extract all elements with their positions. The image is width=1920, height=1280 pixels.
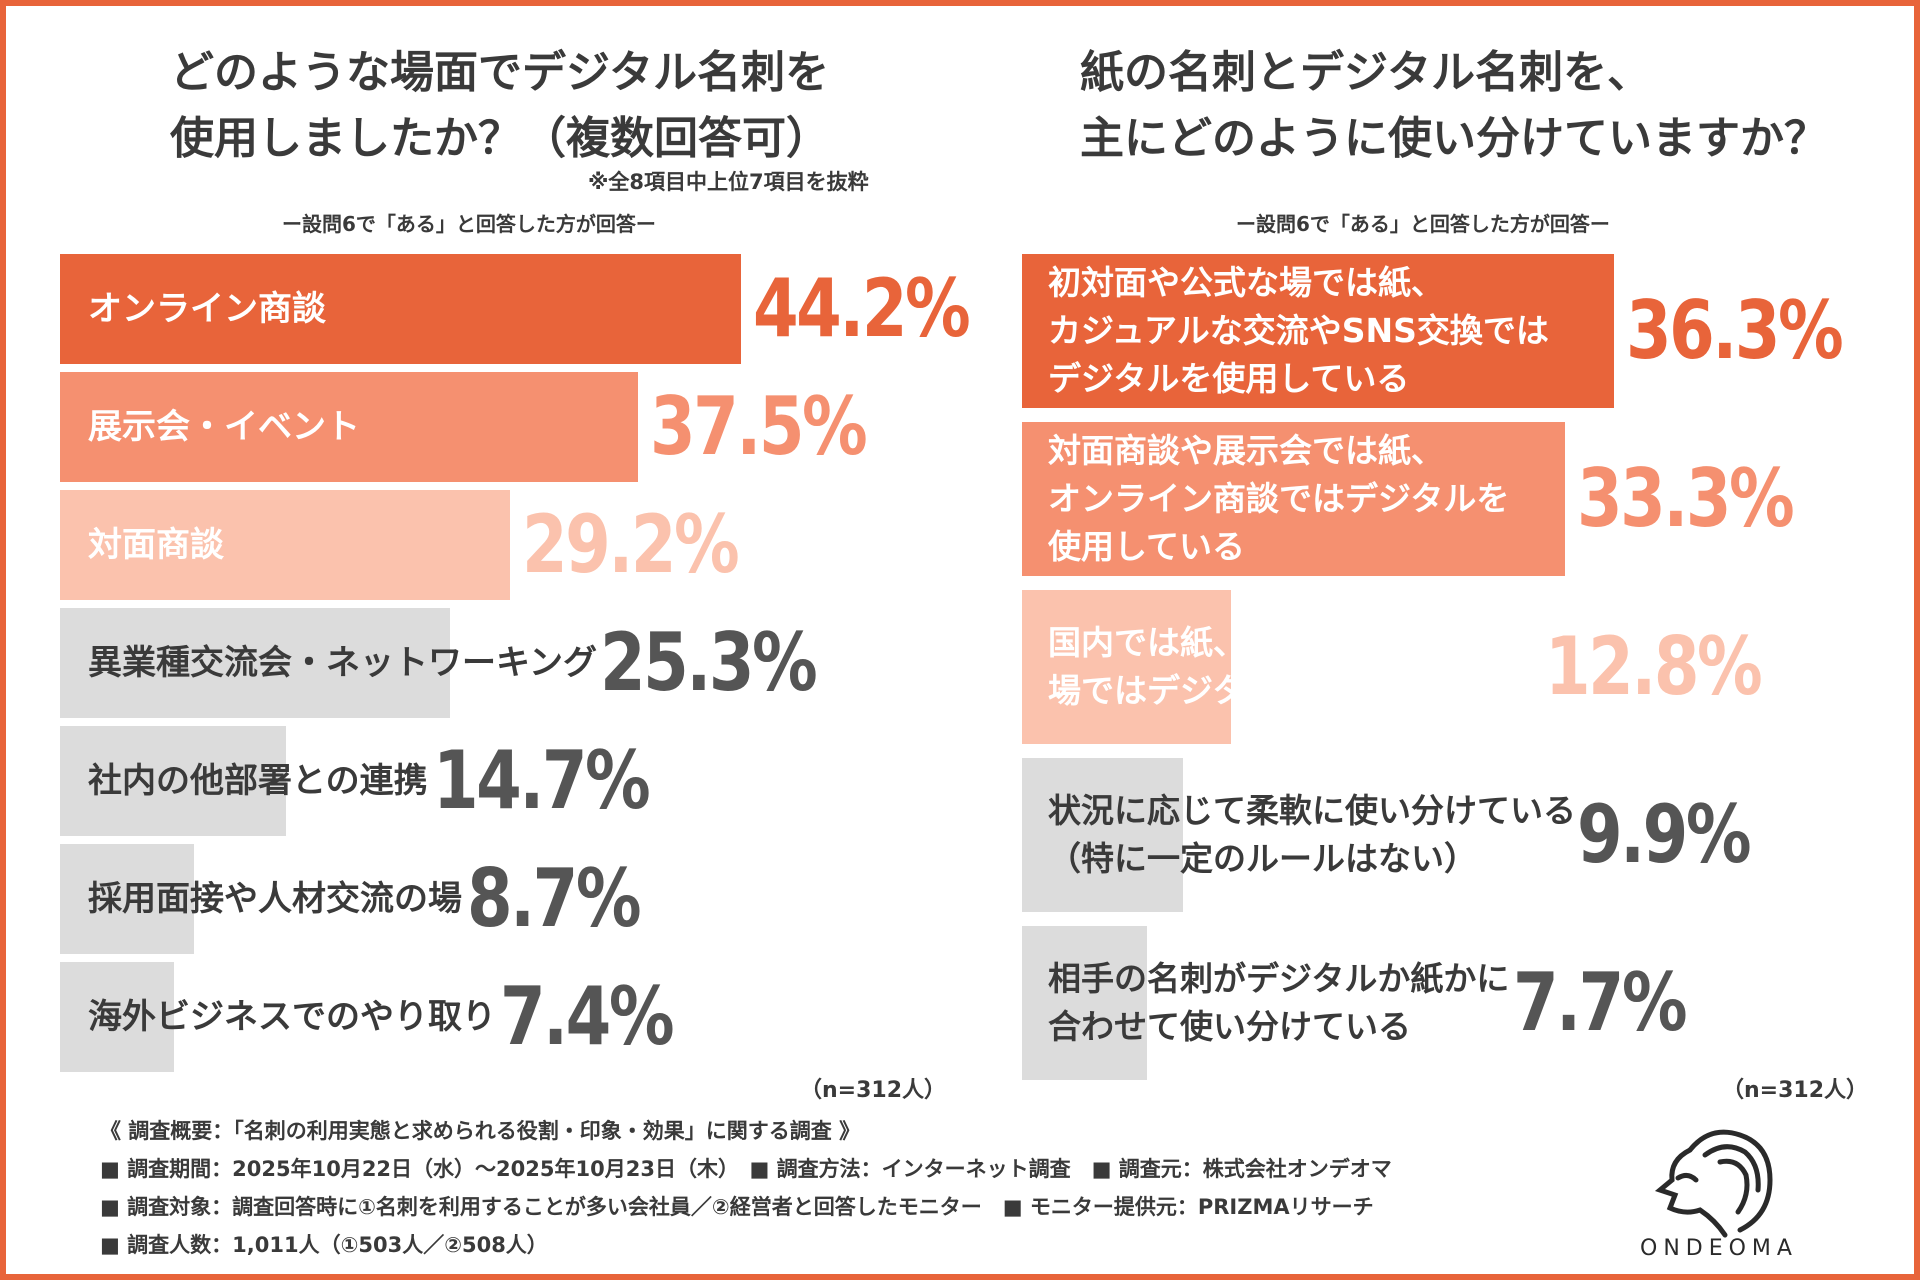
left-n-label: （n=312人） — [800, 1078, 947, 1103]
right-value-label-4: 7.7% — [1512, 956, 1688, 1049]
left-bar-label-0: オンライン商談 — [88, 285, 326, 333]
left-value-label-6: 7.4% — [499, 970, 675, 1063]
left-bar-label-1-line-0: 展示会・イベント — [88, 407, 360, 447]
left-value-label-2: 29.2% — [522, 498, 740, 591]
left-bar-label-3: 異業種交流会・ネットワーキング — [88, 639, 597, 687]
survey-summary: 《 調査概要：「名刺の利用実態と求められる役割・印象・効果」に関する調査 》 ■… — [100, 1112, 1392, 1264]
left-bar-label-5-line-0: 採用面接や人材交流の場 — [88, 879, 462, 919]
survey-summary-title: 《 調査概要：「名刺の利用実態と求められる役割・印象・効果」に関する調査 》 — [100, 1119, 861, 1143]
right-bar-label-2: 国内では紙、海外やオンラインの 場ではデジタルを使用している — [1048, 619, 1543, 715]
left-value-label-5: 8.7% — [466, 852, 642, 945]
left-bar-label-0-line-0: オンライン商談 — [88, 289, 326, 329]
right-bar-label-1: 対面商談や展示会では紙、オンライン商談ではデジタルを 使用している — [1048, 427, 1509, 571]
right-bar-label-4-line-1: 合わせて使い分けている — [1048, 1007, 1411, 1046]
left-bar-label-6-line-0: 海外ビジネスでのやり取り — [88, 997, 496, 1037]
right-bar-label-0-line-0: 初対面や公式な場では紙、 — [1048, 263, 1444, 302]
survey-target: ■ 調査対象：調査回答時に①名刺を利用することが多い会社員／②経営者と回答したモ… — [100, 1195, 1374, 1219]
left-value-label-0: 44.2% — [753, 262, 971, 355]
right-n-label: （n=312人） — [1722, 1078, 1869, 1103]
left-bar-label-2: 対面商談 — [88, 521, 224, 569]
left-value-label-3: 25.3% — [599, 616, 818, 709]
left-title-line2: 使用しましたか？（複数回答可） — [170, 113, 830, 164]
left-bar-3 — [60, 608, 450, 718]
right-value-label-1: 33.3% — [1577, 452, 1795, 545]
left-note: ※全8項目中上位7項目を抜粋 — [588, 170, 869, 194]
left-bar-label-1: 展示会・イベント — [88, 403, 360, 451]
left-bar-label-2-line-0: 対面商談 — [88, 525, 224, 565]
right-bar-label-0-line-2: デジタルを使用している — [1048, 359, 1410, 398]
right-value-label-2: 12.8% — [1545, 620, 1763, 713]
right-bar-label-4-line-0: 相手の名刺がデジタルか紙かに — [1048, 959, 1510, 998]
left-title-line1: どのような場面でデジタル名刺を — [170, 47, 830, 98]
left-bar-4 — [60, 726, 286, 836]
logo-text: ONDEOMA — [1640, 1236, 1798, 1261]
right-bar-1 — [1022, 422, 1565, 576]
left-bar-6 — [60, 962, 174, 1072]
right-bar-label-0-line-1: カジュアルな交流やSNS交換では — [1048, 311, 1549, 350]
lion-head-icon — [1654, 1129, 1773, 1238]
survey-period: ■ 調査期間：2025年10月22日（水）〜2025年10月23日（木） ■ 調… — [100, 1157, 1392, 1181]
left-subtitle: ー設問6で「ある」と回答した方が回答ー — [282, 212, 656, 236]
right-bar-label-0: 初対面や公式な場では紙、カジュアルな交流やSNS交換では デジタルを使用している — [1048, 259, 1549, 403]
left-bar-label-4-line-0: 社内の他部署との連携 — [88, 761, 428, 801]
left-bar-1 — [60, 372, 638, 482]
right-bar-label-3: 状況に応じて柔軟に使い分けている （特に一定のルールはない） — [1048, 787, 1576, 883]
right-value-label-3: 9.9% — [1577, 788, 1752, 881]
right-title-line1: 紙の名刺とデジタル名刺を、 — [1080, 47, 1652, 98]
right-bar-label-1-line-1: オンライン商談ではデジタルを — [1048, 479, 1510, 518]
right-bar-label-2-line-0: 国内では紙、海外やオンラインの — [1048, 623, 1543, 662]
right-bar-3 — [1022, 758, 1183, 912]
right-value-label-0: 36.3% — [1626, 284, 1844, 377]
left-bar-2 — [60, 490, 510, 600]
right-bar-label-4: 相手の名刺がデジタルか紙かに 合わせて使い分けている — [1048, 955, 1509, 1051]
right-bar-2 — [1022, 590, 1231, 744]
right-bar-0 — [1022, 254, 1614, 408]
right-subtitle: ー設問6で「ある」と回答した方が回答ー — [1236, 212, 1610, 236]
left-bar-label-5: 採用面接や人材交流の場 — [88, 875, 462, 923]
survey-count: ■ 調査人数：1,011人（①503人／②508人） — [100, 1233, 548, 1257]
left-value-label-1: 37.5% — [650, 380, 868, 473]
left-value-label-4: 14.7% — [433, 734, 651, 827]
right-bar-label-1-line-2: 使用している — [1048, 527, 1246, 566]
left-title: どのような場面でデジタル名刺を 使用しましたか？（複数回答可） — [170, 40, 830, 172]
right-title-line2: 主にどのように使い分けていますか？ — [1080, 113, 1828, 164]
right-bar-label-3-line-1: （特に一定のルールはない） — [1048, 839, 1477, 878]
right-bar-label-2-line-1: 場ではデジタルを使用している — [1048, 671, 1509, 710]
right-bar-label-3-line-0: 状況に応じて柔軟に使い分けている — [1048, 791, 1576, 830]
left-bar-label-4: 社内の他部署との連携 — [88, 757, 428, 805]
left-bar-5 — [60, 844, 194, 954]
left-bar-0 — [60, 254, 741, 364]
right-bar-label-1-line-0: 対面商談や展示会では紙、 — [1048, 431, 1444, 470]
left-bar-label-3-line-0: 異業種交流会・ネットワーキング — [88, 643, 597, 683]
left-bar-label-6: 海外ビジネスでのやり取り — [88, 993, 496, 1041]
right-bar-4 — [1022, 926, 1147, 1080]
right-title: 紙の名刺とデジタル名刺を、 主にどのように使い分けていますか？ — [1080, 40, 1828, 172]
